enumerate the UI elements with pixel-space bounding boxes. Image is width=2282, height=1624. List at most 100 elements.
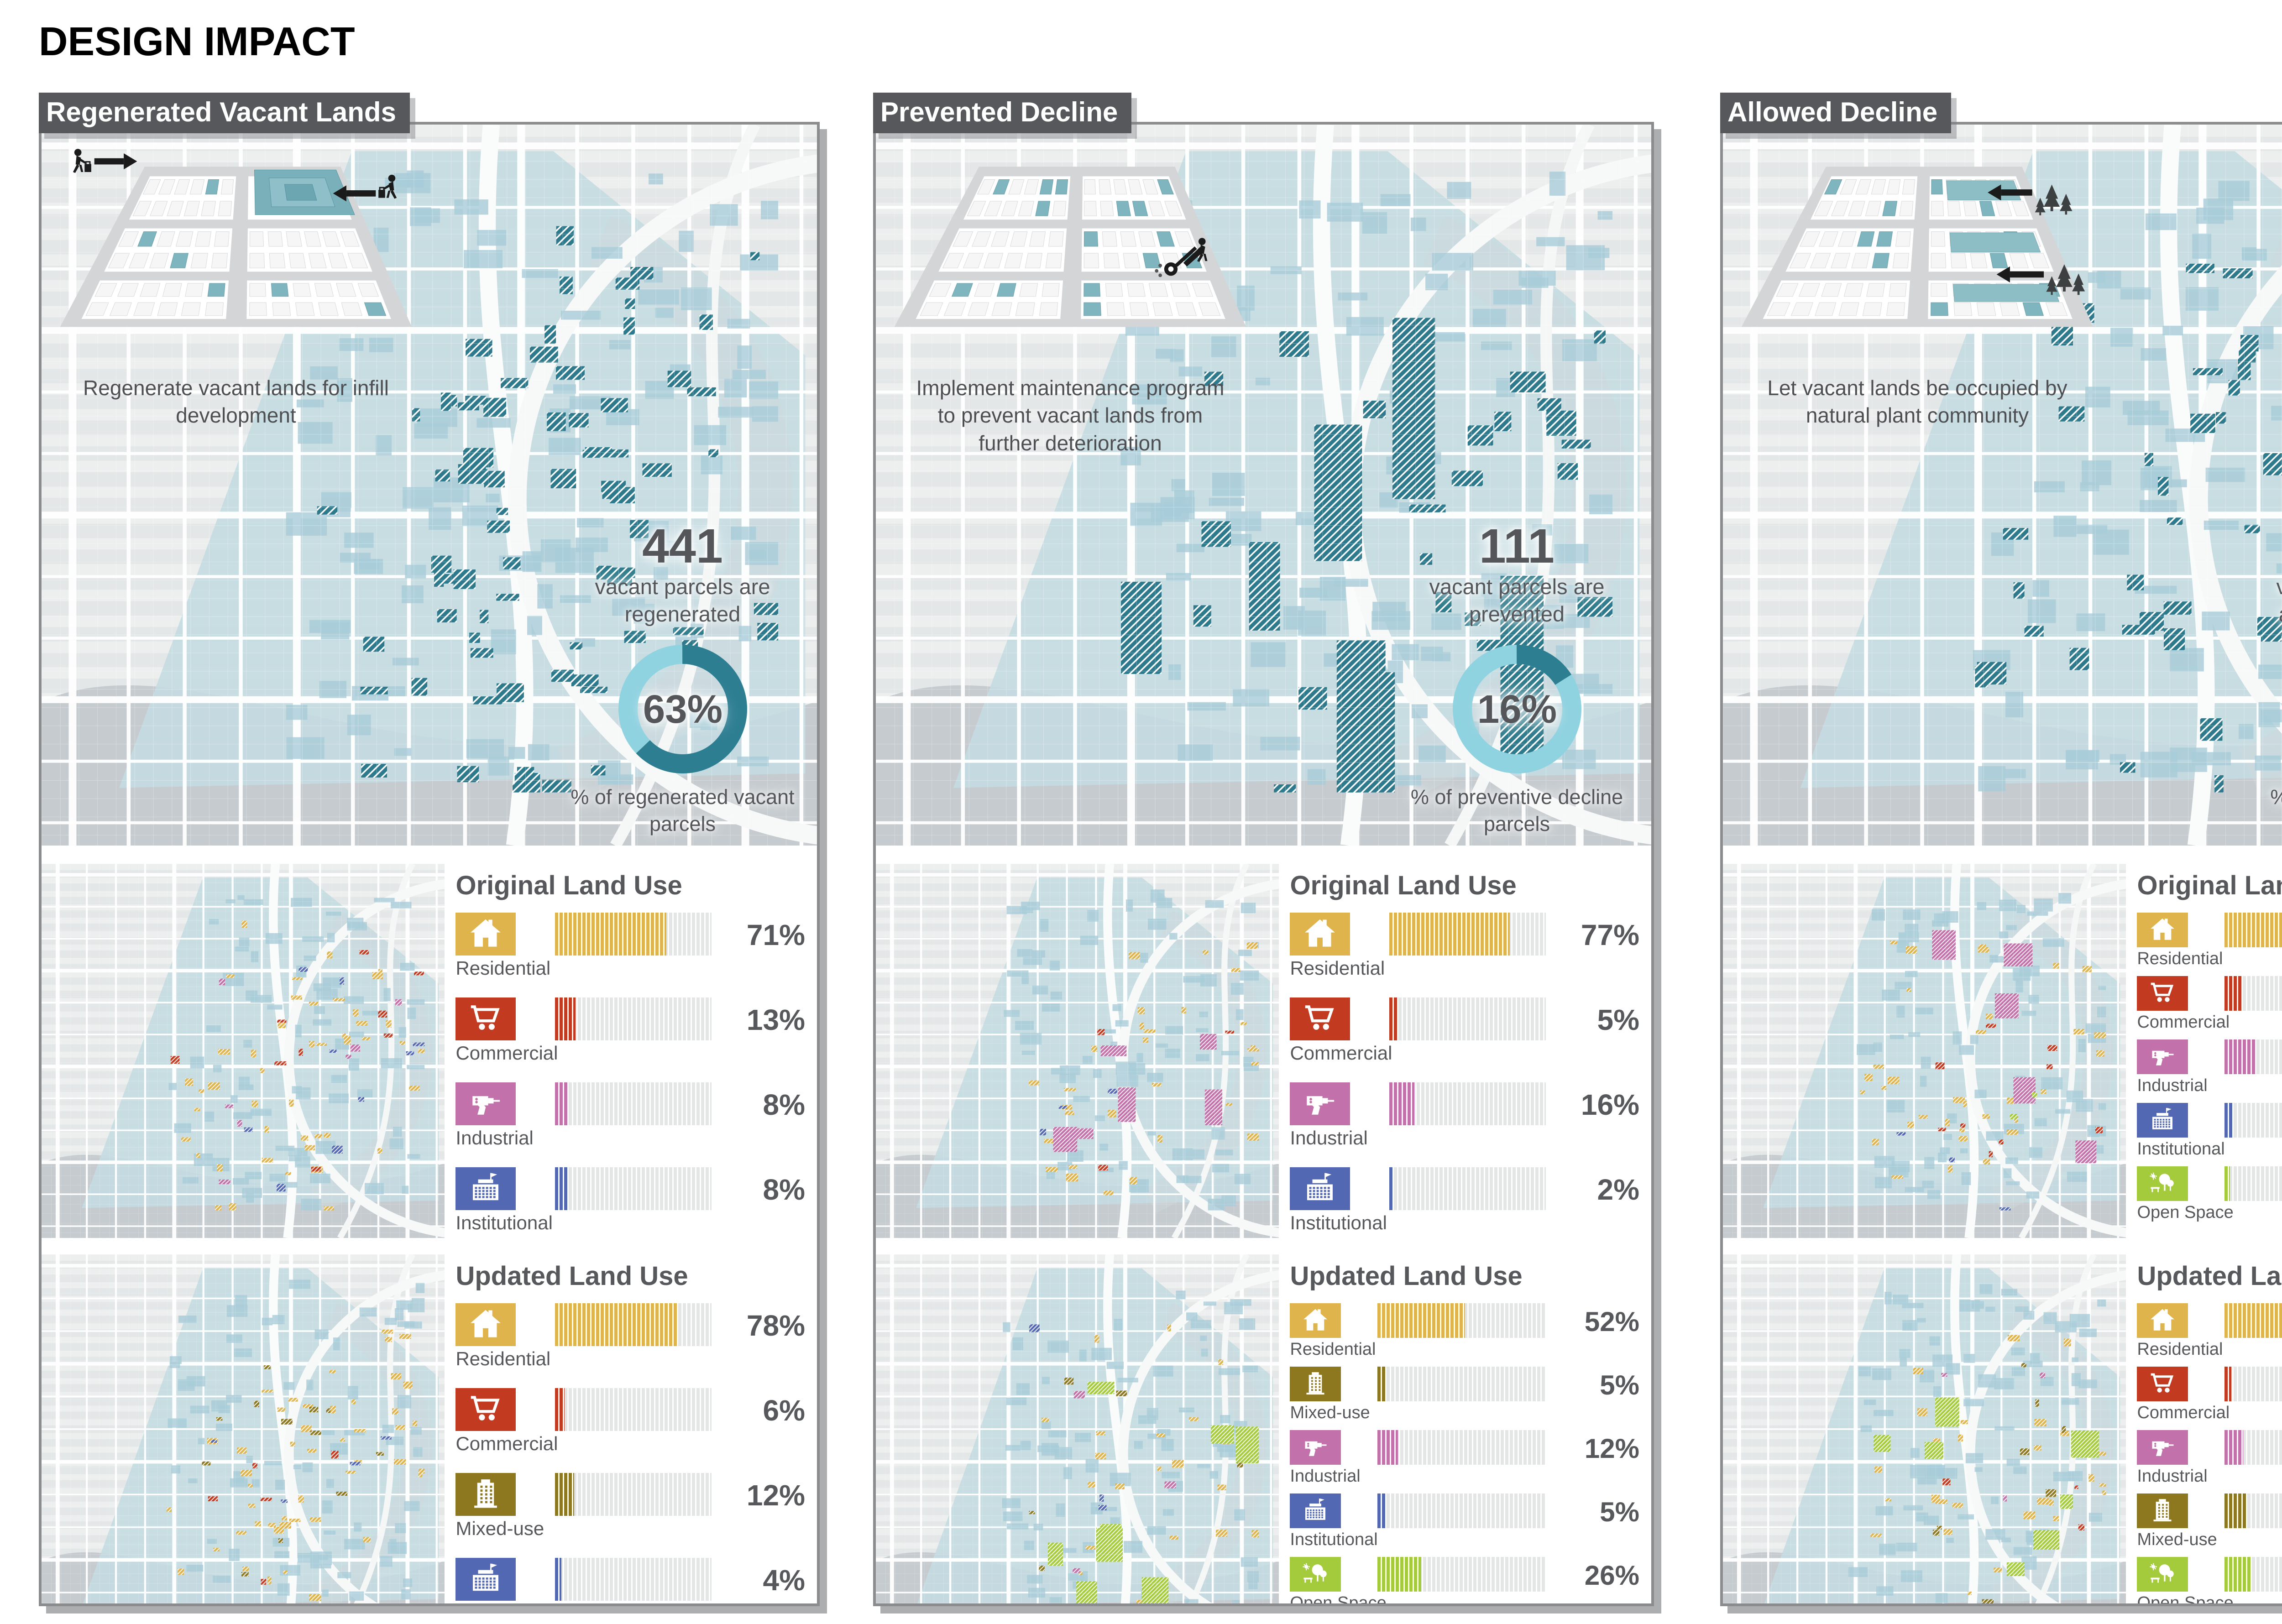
section-title: Original Land Use <box>1290 871 1517 900</box>
landuse-value: 13% <box>746 1003 805 1036</box>
updated-landuse-map <box>42 1254 445 1603</box>
landuse-value: 77% <box>1581 919 1639 951</box>
mixed-icon <box>1290 1367 1341 1401</box>
landuse-bar <box>2224 1166 2282 1201</box>
landuse-label: Open Space <box>1290 1593 1387 1606</box>
landuse-bar <box>2224 1557 2282 1592</box>
panel-header-tab: Allowed Decline <box>1720 93 1952 133</box>
svg-text:63%: 63% <box>643 687 722 731</box>
landuse-row: Institutional 2% <box>1290 1167 1639 1234</box>
landuse-label: Industrial <box>455 1127 534 1149</box>
landuse-bar <box>555 997 712 1040</box>
landuse-label: Residential <box>455 957 551 979</box>
landuse-label: Mixed-use <box>1290 1403 1370 1422</box>
stat-value: 441 <box>642 519 723 573</box>
original-landuse-section: Original Land Use Residential 77% Commerci… <box>876 864 1651 1238</box>
landuse-bar <box>555 1303 712 1346</box>
institution-icon <box>1290 1167 1350 1210</box>
landuse-row: Residential 78% <box>455 1303 805 1370</box>
openspace-icon <box>2137 1557 2188 1592</box>
donut-chart: 16% <box>1449 641 1586 778</box>
landuse-bar <box>1377 1303 1546 1338</box>
landuse-bar <box>1377 1493 1546 1528</box>
cart-icon <box>455 1388 516 1431</box>
cart-icon <box>455 997 516 1040</box>
landuse-value: 71% <box>746 919 805 951</box>
landuse-bar <box>1377 1367 1546 1401</box>
updated-landuse-map <box>876 1254 1279 1603</box>
landuse-row: Industrial 16% <box>1290 1082 1639 1149</box>
drill-icon <box>1290 1430 1341 1465</box>
panel-frame: Let vacant lands be occupied by natural … <box>1720 122 2282 1606</box>
landuse-label: Industrial <box>1290 1127 1368 1149</box>
strategy-illustration: Implement maintenance program to prevent… <box>888 136 1253 457</box>
landuse-row: Residential56% <box>2137 1303 2282 1359</box>
institution-icon <box>2137 1103 2188 1138</box>
landuse-bar <box>555 1388 712 1431</box>
landuse-value: 5% <box>1600 1497 1639 1527</box>
landuse-value: 78% <box>746 1309 805 1342</box>
landuse-label: Open Space <box>2137 1203 2234 1222</box>
landuse-row: Mixed-use 12% <box>455 1473 805 1540</box>
landuse-value: 26% <box>1584 1560 1639 1591</box>
landuse-row: Residential 71% <box>455 913 805 979</box>
stat-value: 111 <box>1479 519 1555 573</box>
landuse-row: Mixed-use 5% <box>1290 1367 1639 1423</box>
svg-text:16%: 16% <box>1477 687 1556 731</box>
landuse-row: Institutional 8% <box>455 1167 805 1234</box>
landuse-label: Institutional <box>1290 1530 1378 1549</box>
landuse-label: Commercial <box>2137 1013 2230 1032</box>
strategy-caption: Implement maintenance program to prevent… <box>916 376 1225 455</box>
landuse-label: Commercial <box>455 1433 558 1454</box>
house-icon <box>455 913 516 956</box>
landuse-bar <box>2224 1103 2282 1138</box>
big-map: Regenerate vacant lands for infill devel… <box>42 125 817 846</box>
landuse-row: Commercial4% <box>2137 1367 2282 1423</box>
landuse-bar <box>2224 1493 2282 1528</box>
landuse-row: Mixed-use13% <box>2137 1493 2282 1550</box>
landuse-bar <box>1377 1557 1546 1592</box>
updated-landuse-section: Updated Land Use Residential 78% Commercia… <box>42 1254 817 1603</box>
landuse-row: Industrial 12% <box>1290 1430 1639 1486</box>
landuse-row: Industrial 8% <box>455 1082 805 1149</box>
section-title: Updated Land Use <box>2137 1261 2282 1291</box>
updated-landuse-section: Updated Land Use Residential 52% Mixed-use… <box>876 1254 1651 1606</box>
cart-icon <box>2137 976 2188 1011</box>
landuse-label: Institutional <box>1290 1212 1387 1233</box>
landuse-bar <box>555 1082 712 1125</box>
original-landuse-map <box>1723 864 2126 1238</box>
house-icon <box>1290 913 1350 956</box>
landuse-value: 4% <box>763 1564 806 1597</box>
landuse-bar <box>555 913 712 956</box>
panel-header-tab: Prevented Decline <box>873 93 1132 133</box>
landuse-value: 52% <box>1584 1306 1639 1337</box>
section-title: Updated Land Use <box>455 1261 688 1291</box>
original-landuse-map <box>42 864 445 1238</box>
landuse-label: Residential <box>1290 957 1385 979</box>
landuse-bar <box>2224 1039 2282 1074</box>
isometric-diagram <box>1741 167 2094 327</box>
donut-chart: 63% <box>614 641 751 778</box>
stat-label: vacant parcels are prevented <box>1429 574 1605 626</box>
openspace-icon <box>1290 1557 1341 1592</box>
strategy-illustration: Let vacant lands be occupied by natural … <box>1735 136 2100 429</box>
big-map: Implement maintenance program to prevent… <box>876 125 1651 846</box>
landuse-row: Residential 52% <box>1290 1303 1639 1359</box>
landuse-row: Residential 77% <box>1290 913 1639 979</box>
landuse-label: Industrial <box>1290 1467 1361 1486</box>
panel-header-tab: Regenerated Vacant Lands <box>39 93 410 133</box>
landuse-bar <box>2224 1303 2282 1338</box>
donut-caption: % of regenerated vacant parcels <box>570 785 795 835</box>
landuse-row: Open Space3% <box>2137 1166 2282 1222</box>
panel-regenerated-vacant-lands: Regenerated Vacant Lands Regenerate vaca… <box>39 93 820 1606</box>
house-icon <box>2137 1303 2188 1338</box>
strategy-caption: Regenerate vacant lands for infill devel… <box>83 376 389 428</box>
landuse-row: Open Space 26% <box>1290 1557 1639 1606</box>
landuse-label: Commercial <box>1290 1042 1392 1064</box>
landuse-bar <box>2224 1367 2282 1401</box>
cart-icon <box>1290 997 1350 1040</box>
landuse-label: Institutional <box>455 1212 553 1233</box>
house-icon <box>2137 913 2188 947</box>
landuse-row: Institutional 4% <box>455 1558 806 1603</box>
original-landuse-section: Original Land Use Residential64% Commerci… <box>1723 864 2282 1238</box>
